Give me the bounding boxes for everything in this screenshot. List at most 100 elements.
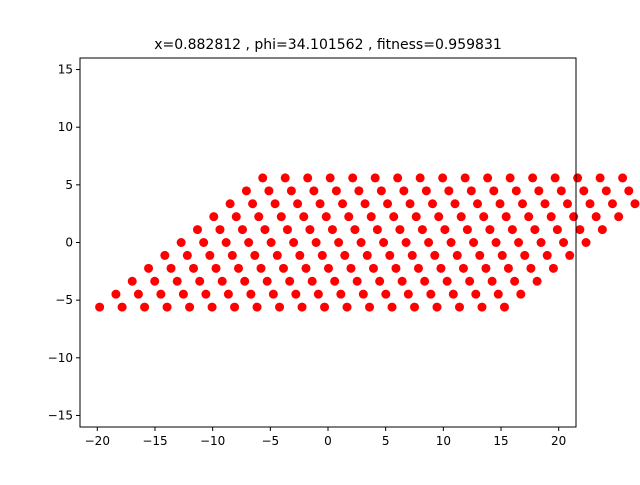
data-point: [499, 302, 509, 312]
data-point: [530, 225, 540, 235]
data-point: [465, 276, 475, 286]
data-point: [524, 212, 534, 222]
data-point: [201, 289, 211, 299]
data-point: [430, 250, 440, 260]
chart-title: x=0.882812 , phi=34.101562 , fitness=0.9…: [154, 37, 502, 53]
data-point: [95, 302, 105, 312]
data-point: [546, 212, 556, 222]
data-point: [162, 302, 172, 312]
data-point: [536, 238, 546, 247]
data-point: [466, 186, 476, 196]
data-point: [518, 199, 528, 209]
data-point: [405, 199, 415, 209]
data-point: [309, 186, 319, 196]
data-point: [117, 302, 127, 312]
data-point: [348, 173, 358, 183]
data-point: [185, 302, 195, 312]
data-point: [303, 173, 313, 183]
data-point: [495, 199, 505, 209]
data-point: [458, 263, 468, 273]
data-point: [178, 289, 188, 299]
data-point: [321, 212, 331, 222]
data-point: [556, 186, 566, 196]
data-point: [295, 250, 305, 260]
data-point: [315, 199, 325, 209]
data-point: [562, 199, 572, 209]
data-point: [317, 250, 327, 260]
data-point: [532, 276, 542, 286]
data-point: [182, 250, 192, 260]
data-point: [372, 225, 382, 235]
data-point: [534, 186, 544, 196]
data-point: [270, 199, 280, 209]
data-point: [442, 276, 452, 286]
data-point: [424, 238, 434, 247]
data-point: [340, 250, 350, 260]
x-tick-label: 0: [324, 434, 332, 448]
data-point: [331, 186, 341, 196]
data-point: [323, 263, 333, 273]
data-point: [227, 250, 237, 260]
data-point: [479, 212, 489, 222]
data-point: [244, 238, 254, 247]
data-point: [483, 173, 493, 183]
data-point: [595, 173, 605, 183]
data-point: [221, 238, 231, 247]
data-point: [240, 276, 250, 286]
data-point: [336, 289, 346, 299]
data-point: [477, 302, 487, 312]
data-point: [501, 212, 511, 222]
data-point: [575, 225, 585, 235]
data-point: [421, 186, 431, 196]
data-point: [299, 212, 309, 222]
data-point: [395, 225, 405, 235]
data-point: [432, 302, 442, 312]
data-point: [436, 263, 446, 273]
data-point: [591, 212, 601, 222]
data-point: [454, 302, 464, 312]
x-tick-label: 10: [436, 434, 451, 448]
data-point: [248, 199, 258, 209]
data-point: [266, 238, 276, 247]
data-point: [514, 238, 524, 247]
data-point: [223, 289, 233, 299]
data-point: [209, 212, 219, 222]
x-tick-label: 5: [382, 434, 390, 448]
data-point: [503, 263, 513, 273]
data-point: [473, 199, 483, 209]
data-point: [338, 199, 348, 209]
data-point: [415, 173, 425, 183]
data-point: [375, 276, 385, 286]
x-axis: −20 −15 −10 −5 0 5 10 15 20: [85, 427, 566, 448]
data-point: [417, 225, 427, 235]
data-point: [320, 302, 330, 312]
data-point: [237, 225, 247, 235]
data-point: [307, 276, 317, 286]
data-point: [254, 212, 264, 222]
data-point: [597, 225, 607, 235]
data-point: [489, 186, 499, 196]
data-point: [428, 199, 438, 209]
data-point: [379, 238, 389, 247]
data-point: [471, 289, 481, 299]
data-point: [368, 263, 378, 273]
data-point: [334, 238, 344, 247]
data-point: [614, 212, 624, 222]
data-point: [301, 263, 311, 273]
data-point: [552, 225, 562, 235]
data-point: [241, 186, 251, 196]
data-point: [505, 173, 515, 183]
data-point: [291, 289, 301, 299]
y-tick-label: −5: [55, 293, 73, 307]
data-point: [559, 238, 569, 247]
data-point: [381, 289, 391, 299]
data-point: [452, 250, 462, 260]
data-point: [325, 173, 335, 183]
data-point: [573, 173, 583, 183]
data-point: [399, 186, 409, 196]
y-tick-label: −15: [48, 408, 73, 422]
data-point: [176, 238, 186, 247]
data-point: [485, 225, 495, 235]
